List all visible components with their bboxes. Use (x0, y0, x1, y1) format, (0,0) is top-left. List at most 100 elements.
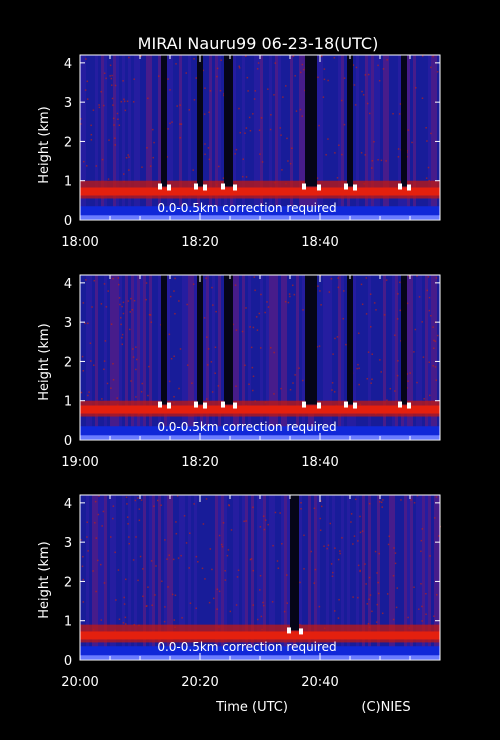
signal-speckle (167, 586, 169, 588)
signal-speckle (385, 279, 388, 281)
noise-column (389, 55, 392, 220)
signal-speckle (259, 153, 261, 155)
signal-speckle (103, 368, 105, 371)
signal-speckle (325, 154, 327, 156)
noise-column (155, 495, 158, 660)
panel-2-heatmap (80, 275, 440, 440)
signal-speckle (333, 391, 336, 393)
noise-column (254, 275, 257, 440)
noise-column (290, 55, 293, 220)
signal-speckle (427, 276, 430, 278)
signal-speckle (425, 177, 428, 179)
signal-speckle (117, 277, 120, 279)
y-tick-label: 0 (64, 214, 72, 229)
signal-speckle (188, 109, 191, 111)
noise-column (299, 495, 302, 660)
signal-speckle (94, 521, 96, 524)
signal-speckle (125, 156, 128, 159)
signal-speckle (83, 160, 85, 163)
noise-column (248, 55, 251, 220)
cloud-return (158, 183, 162, 190)
signal-speckle (207, 147, 210, 149)
signal-speckle (361, 530, 364, 532)
signal-speckle (376, 603, 379, 606)
signal-speckle (352, 596, 354, 598)
signal-speckle (428, 394, 431, 397)
signal-speckle (173, 395, 175, 398)
y-tick-label: 1 (64, 615, 72, 630)
signal-speckle (379, 500, 381, 503)
signal-speckle (127, 154, 129, 156)
signal-speckle (252, 375, 255, 378)
noise-column (371, 495, 374, 660)
signal-speckle (366, 102, 369, 105)
noise-column (371, 55, 374, 220)
noise-column (365, 275, 368, 440)
noise-column (221, 55, 224, 220)
signal-speckle (133, 299, 136, 302)
signal-speckle (365, 277, 368, 279)
signal-speckle (205, 277, 207, 280)
signal-speckle (152, 156, 155, 159)
noise-column (353, 495, 356, 660)
cloud-return (317, 402, 321, 409)
noise-column (191, 55, 194, 220)
signal-speckle (145, 605, 148, 607)
noise-column (125, 275, 128, 440)
signal-speckle (93, 364, 95, 366)
signal-speckle (151, 604, 153, 606)
signal-speckle (273, 351, 275, 354)
noise-column (170, 55, 173, 220)
signal-speckle (338, 144, 340, 146)
signal-speckle (110, 387, 112, 389)
signal-speckle (122, 312, 125, 315)
signal-speckle (357, 332, 360, 335)
signal-speckle (84, 89, 87, 91)
cloud-return (287, 627, 291, 634)
noise-column (248, 275, 251, 440)
noise-column (224, 495, 227, 660)
signal-speckle (396, 318, 399, 320)
noise-column (143, 275, 146, 440)
signal-speckle (323, 68, 326, 70)
signal-speckle (337, 617, 340, 619)
signal-speckle (92, 570, 94, 572)
signal-speckle (112, 378, 115, 381)
signal-speckle (416, 495, 419, 497)
noise-column (431, 55, 434, 220)
signal-speckle (202, 523, 205, 525)
signal-speckle (381, 506, 383, 508)
panel-1-x-axis: 18:00 18:20 18:40 (61, 55, 441, 250)
y-tick-label: 1 (64, 395, 72, 410)
noise-column (113, 275, 116, 440)
noise-column (191, 495, 194, 660)
signal-speckle (418, 296, 421, 298)
noise-column (89, 275, 92, 440)
signal-speckle (399, 281, 401, 284)
signal-speckle (432, 365, 434, 367)
noise-column (167, 275, 170, 440)
signal-speckle (418, 608, 420, 610)
signal-speckle (93, 279, 96, 282)
signal-speckle (334, 337, 336, 340)
noise-column (80, 55, 83, 220)
signal-speckle (332, 571, 334, 574)
signal-speckle (287, 301, 290, 304)
signal-speckle (129, 311, 132, 313)
noise-column (437, 55, 440, 220)
signal-speckle (262, 601, 264, 604)
signal-speckle (352, 64, 355, 66)
noise-column (143, 55, 146, 220)
noise-column (320, 495, 323, 660)
signal-speckle (112, 277, 114, 280)
panel-3-x-axis: 20:00 20:20 20:40 (61, 495, 441, 690)
noise-column (368, 275, 371, 440)
signal-speckle (409, 372, 411, 374)
signal-speckle (374, 550, 377, 553)
signal-speckle (220, 543, 223, 546)
signal-speckle (429, 555, 431, 557)
noise-column (287, 275, 290, 440)
signal-speckle (320, 55, 323, 57)
signal-speckle (150, 560, 153, 562)
noise-column (191, 275, 194, 440)
